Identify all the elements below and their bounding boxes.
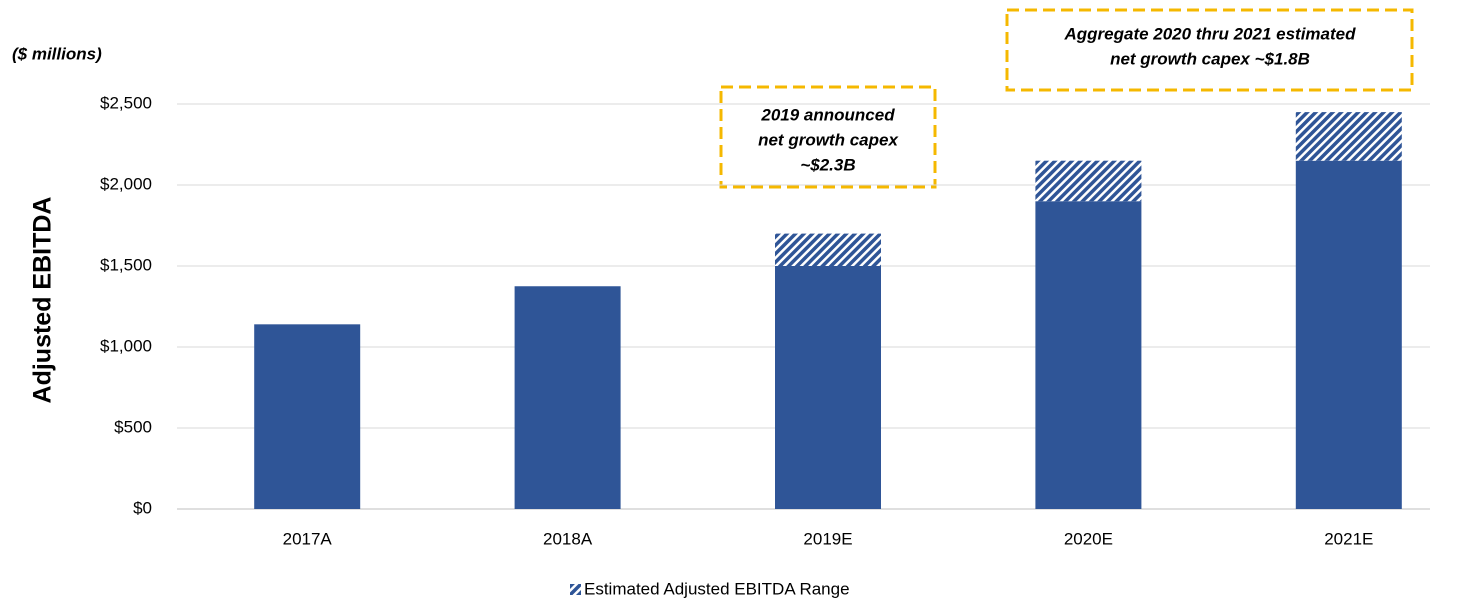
bar-range: [1295, 112, 1402, 161]
bar: [254, 324, 361, 509]
bar: [1295, 160, 1402, 509]
y-tick-label: $2,000: [100, 174, 152, 193]
y-tick-label: $500: [114, 417, 152, 436]
y-tick-label: $1,500: [100, 255, 152, 274]
y-axis-label: Adjusted EBITDA: [29, 197, 57, 404]
bar: [775, 266, 881, 509]
x-tick-label: 2018A: [543, 529, 593, 548]
annotation-text: net growth capex ~$1.8B: [1110, 49, 1310, 68]
annotation-text: ~$2.3B: [800, 155, 855, 174]
annotation-box: [1005, 8, 1414, 92]
annotation-box: [719, 85, 937, 189]
bar: [514, 286, 621, 509]
y-tick-label: $1,000: [100, 336, 152, 355]
x-tick-label: 2021E: [1324, 529, 1373, 548]
bar-range: [1035, 160, 1142, 202]
legend-swatch: [570, 584, 581, 595]
y-tick-label: $0: [133, 498, 152, 517]
x-tick-label: 2017A: [283, 529, 333, 548]
bar: [1035, 201, 1142, 509]
legend-label: Estimated Adjusted EBITDA Range: [584, 579, 850, 598]
unit-note: ($ millions): [12, 44, 102, 63]
bar-range: [775, 233, 881, 266]
annotation-text: Aggregate 2020 thru 2021 estimated: [1063, 24, 1356, 43]
annotation-text: net growth capex: [758, 130, 899, 149]
y-tick-label: $2,500: [100, 93, 152, 112]
x-tick-label: 2020E: [1064, 529, 1113, 548]
x-tick-label: 2019E: [803, 529, 852, 548]
annotation-text: 2019 announced: [760, 105, 895, 124]
